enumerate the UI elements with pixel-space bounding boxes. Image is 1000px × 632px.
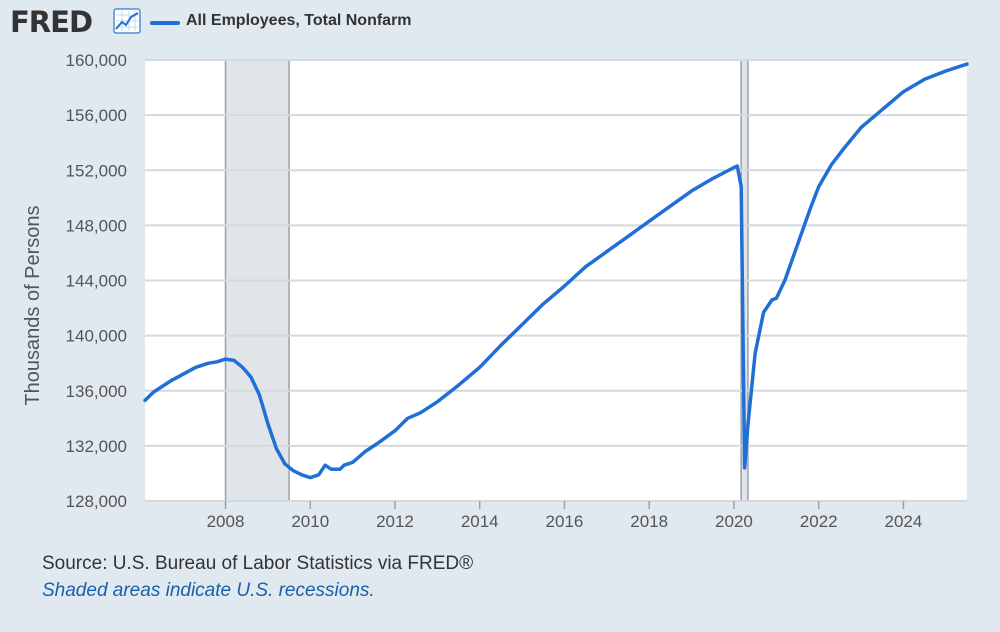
- series-line: [143, 62, 969, 480]
- x-tick-label: 2012: [376, 512, 414, 531]
- y-tick-label: 160,000: [66, 51, 127, 70]
- y-tick-label: 144,000: [66, 272, 127, 291]
- x-tick-label: 2018: [630, 512, 668, 531]
- y-tick-label: 148,000: [66, 216, 127, 235]
- y-tick-label: 136,000: [66, 382, 127, 401]
- recession-note[interactable]: Shaded areas indicate U.S. recessions.: [42, 580, 375, 601]
- x-tick-label: 2008: [207, 512, 245, 531]
- source-text: Source: U.S. Bureau of Labor Statistics …: [42, 553, 474, 574]
- x-tick-label: 2022: [800, 512, 838, 531]
- y-tick-label: 152,000: [66, 161, 127, 180]
- y-tick-label: 128,000: [66, 492, 127, 511]
- y-axis-label: Thousands of Persons: [22, 205, 44, 405]
- legend-label: All Employees, Total Nonfarm: [186, 12, 412, 29]
- fred-logo[interactable]: FRED: [10, 5, 93, 39]
- x-tick-label: 2014: [461, 512, 499, 531]
- x-tick-label: 2016: [546, 512, 584, 531]
- y-tick-label: 140,000: [66, 327, 127, 346]
- y-tick-label: 132,000: [66, 437, 127, 456]
- x-tick-label: 2010: [291, 512, 329, 531]
- legend-swatch: [150, 21, 180, 25]
- x-tick-label: 2024: [885, 512, 923, 531]
- line-chart-icon: [113, 8, 141, 34]
- x-tick-label: 2020: [715, 512, 753, 531]
- y-tick-label: 156,000: [66, 106, 127, 125]
